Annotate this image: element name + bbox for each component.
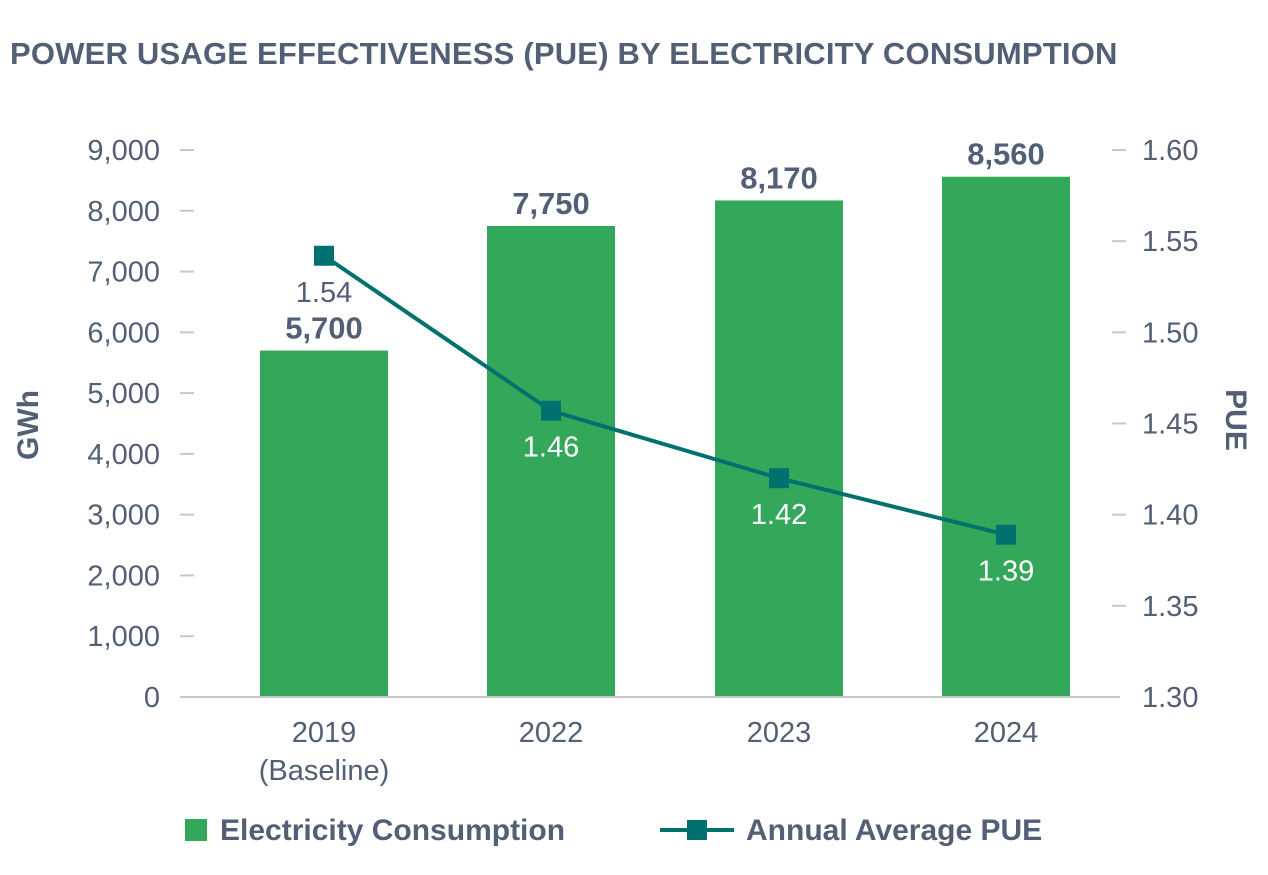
left-tick-label: 6,000 [87,317,160,349]
pue-line [322,254,1007,537]
right-axis-title: PUE [1219,389,1252,451]
bar-value-label: 7,750 [512,186,590,221]
right-axis: 1.30 1.35 1.40 1.45 1.50 1.55 1.60 PUE [1112,135,1252,714]
right-tick-label: 1.30 [1142,682,1198,714]
bar-3 [942,176,1070,698]
left-tick-label: 4,000 [87,439,160,471]
left-tick-label: 0 [144,682,160,714]
pue-marker [996,524,1016,545]
right-tick-label: 1.40 [1142,500,1198,532]
left-tick-label: 8,000 [87,196,160,228]
left-tick-label: 3,000 [87,500,160,532]
right-tick-label: 1.60 [1142,135,1198,167]
pue-line-series: 1.54 1.46 1.42 1.39 [296,245,1034,588]
x-axis: 2019 (Baseline) 2022 2023 2024 [180,696,1120,787]
bar-value-label: 8,560 [967,137,1045,172]
pue-marker [541,400,561,421]
right-tick-label: 1.50 [1142,317,1198,349]
right-tick-label: 1.55 [1142,226,1198,258]
bar-value-label: 5,700 [285,311,363,346]
legend-label-electricity: Electricity Consumption [220,814,565,847]
legend-swatch-electricity [185,819,207,841]
left-tick-label: 2,000 [87,560,160,592]
bar-value-label: 8,170 [740,160,818,195]
bar-series: 5,700 7,750 8,170 8,560 [260,137,1070,698]
pue-marker [769,468,789,489]
left-axis: 0 1,000 2,000 3,000 4,000 5,000 6,000 7,000 8,00… [12,135,194,714]
left-tick-label: 7,000 [87,257,160,289]
pue-value-label: 1.46 [523,432,579,464]
left-tick-label: 9,000 [87,135,160,167]
left-tick-label: 1,000 [87,621,160,653]
x-tick-label: 2019 [292,717,357,749]
pue-marker [314,245,334,266]
left-axis-title: GWh [12,390,45,460]
bar-0 [260,350,388,697]
bar-1 [487,225,615,697]
pue-value-label: 1.39 [978,556,1034,588]
left-tick-label: 5,000 [87,378,160,410]
x-tick-label: 2023 [747,717,812,749]
pue-value-label: 1.42 [751,499,807,531]
bar-2 [715,200,843,697]
legend: Electricity Consumption Annual Average P… [185,814,1042,847]
right-tick-label: 1.45 [1142,409,1198,441]
legend-label-pue: Annual Average PUE [746,814,1042,847]
right-tick-label: 1.35 [1142,591,1198,623]
x-tick-label: 2022 [519,717,584,749]
x-tick-label: (Baseline) [259,755,390,787]
x-tick-label: 2024 [974,717,1039,749]
pue-value-label: 1.54 [296,277,352,309]
legend-marker-pue [687,820,707,840]
chart-title: POWER USAGE EFFECTIVENESS (PUE) BY ELECT… [10,36,1118,71]
